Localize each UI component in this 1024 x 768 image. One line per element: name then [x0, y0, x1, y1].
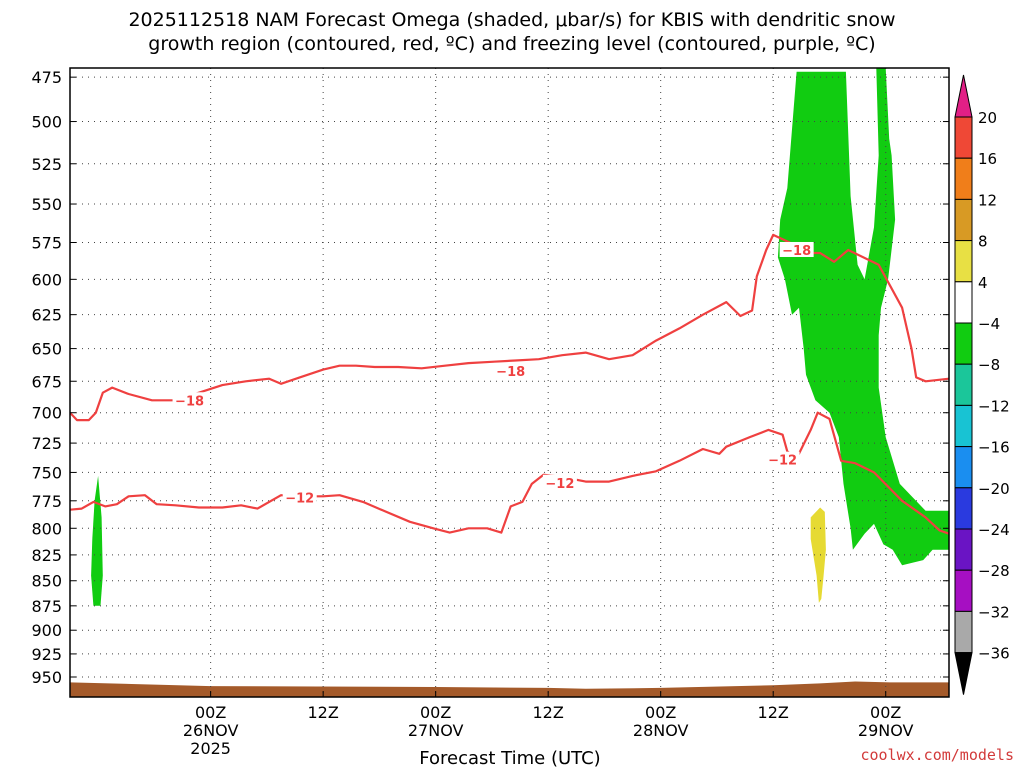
colorbar-label: −4: [978, 315, 1000, 333]
colorbar-label: 4: [978, 274, 988, 292]
y-tick-label: 600: [31, 270, 62, 289]
contour-label-bg: [765, 451, 800, 467]
contour-label: −12: [545, 477, 574, 492]
contour-label: −12: [768, 454, 797, 469]
x-tick-label: 00Z: [645, 703, 676, 722]
y-tick-label: 500: [31, 113, 62, 132]
colorbar-label: 12: [978, 191, 997, 209]
y-tick-label: 650: [31, 340, 62, 359]
x-tick-date: 29NOV: [858, 721, 914, 740]
colorbar-swatch: [954, 528, 973, 571]
colorbar-swatch: [954, 404, 973, 448]
x-tick-date: 28NOV: [633, 721, 689, 740]
y-tick-label: 750: [31, 463, 62, 482]
contour-label: −18: [175, 394, 204, 409]
omega-region-0: [91, 475, 103, 606]
y-tick-label: 850: [31, 572, 62, 591]
colorbar-label: −20: [978, 480, 1010, 498]
colorbar-label: 16: [978, 150, 997, 168]
colorbar-swatch: [954, 198, 973, 242]
grid-lines: [70, 68, 949, 697]
plot-frame: [69, 67, 950, 698]
colorbar-swatch: [954, 240, 973, 283]
x-axis-label: Forecast Time (UTC): [419, 748, 600, 768]
colorbar-top-arrow: [954, 74, 973, 118]
contour-label: −18: [496, 365, 525, 380]
colorbar-swatch: [954, 281, 973, 324]
y-tick-label: 525: [31, 155, 62, 174]
y-axis-pressure-ticks: 475 500 525 550 575 600 625 650 675 700 725 750 775 8…: [31, 68, 949, 687]
x-tick-date: 26NOV: [183, 721, 239, 740]
y-tick-label: 725: [31, 434, 62, 453]
plot-area: −18 −18 −18 −12 −12 −12: [69, 67, 950, 698]
chart-title-line-2: growth region (contoured, red, ºC) and f…: [148, 33, 875, 55]
x-tick-label: 00Z: [870, 703, 901, 722]
y-tick-label: 575: [31, 233, 62, 252]
colorbar-label: −8: [978, 356, 1000, 374]
colorbar-swatch: [954, 363, 973, 406]
colorbar-label: −16: [978, 439, 1010, 457]
contour-label-bg: [779, 241, 814, 257]
y-tick-label: 625: [31, 306, 62, 325]
terrain-surface: [70, 681, 949, 697]
x-tick-label: 12Z: [758, 703, 789, 722]
colorbar-label: −12: [978, 397, 1010, 415]
colorbar-swatch: [954, 446, 973, 489]
y-tick-label: 875: [31, 597, 62, 616]
contour-label-bg: [172, 392, 207, 408]
y-tick-label: 950: [31, 668, 62, 687]
contour-minus12: [70, 411, 949, 535]
y-tick-label: 800: [31, 519, 62, 538]
colorbar-swatch: [954, 610, 973, 654]
colorbar-legend: 20 16 12 8 4 −4 −8 −12 −16 −20 −24 −28 −32 −36: [954, 74, 1010, 695]
y-tick-label: 825: [31, 546, 62, 565]
colorbar-label: −28: [978, 562, 1010, 580]
contour-label: −18: [782, 244, 811, 259]
y-tick-label: 675: [31, 372, 62, 391]
x-tick-label: 12Z: [533, 703, 564, 722]
y-tick-label: 900: [31, 621, 62, 640]
dendritic-contours: −18 −18 −18 −12 −12 −12: [70, 233, 949, 535]
colorbar-swatch: [954, 322, 973, 365]
colorbar-swatch: [954, 116, 973, 159]
y-tick-label: 475: [31, 68, 62, 87]
colorbar-label: −36: [978, 645, 1010, 663]
credit-text: coolwx.com/models: [860, 746, 1014, 764]
colorbar-bottom-arrow: [954, 652, 973, 695]
colorbar-swatch: [954, 569, 973, 612]
colorbar-label: 8: [978, 233, 988, 251]
colorbar-label: −32: [978, 603, 1010, 621]
x-tick-label: 12Z: [307, 703, 338, 722]
colorbar-swatch: [954, 487, 973, 530]
y-tick-label: 550: [31, 195, 62, 214]
colorbar-label: −24: [978, 521, 1010, 539]
x-tick-label: 00Z: [420, 703, 451, 722]
colorbar-swatch: [954, 157, 973, 200]
contour-label-bg: [542, 474, 577, 490]
chart-title-line-1: 2025112518 NAM Forecast Omega (shaded, μ…: [128, 9, 895, 31]
x-tick-date: 27NOV: [408, 721, 464, 740]
x-tick-label: 00Z: [195, 703, 226, 722]
contour-label: −12: [285, 491, 314, 506]
omega-region-2: [810, 507, 826, 603]
x-tick-year: 2025: [190, 739, 231, 758]
y-tick-label: 700: [31, 404, 62, 423]
contour-label-bg: [493, 362, 528, 378]
contour-label-bg: [282, 489, 317, 505]
y-tick-label: 925: [31, 645, 62, 664]
omega-shading: [91, 68, 949, 606]
colorbar-label: 20: [978, 109, 997, 127]
omega-region-1: [777, 68, 949, 566]
y-tick-label: 775: [31, 492, 62, 511]
